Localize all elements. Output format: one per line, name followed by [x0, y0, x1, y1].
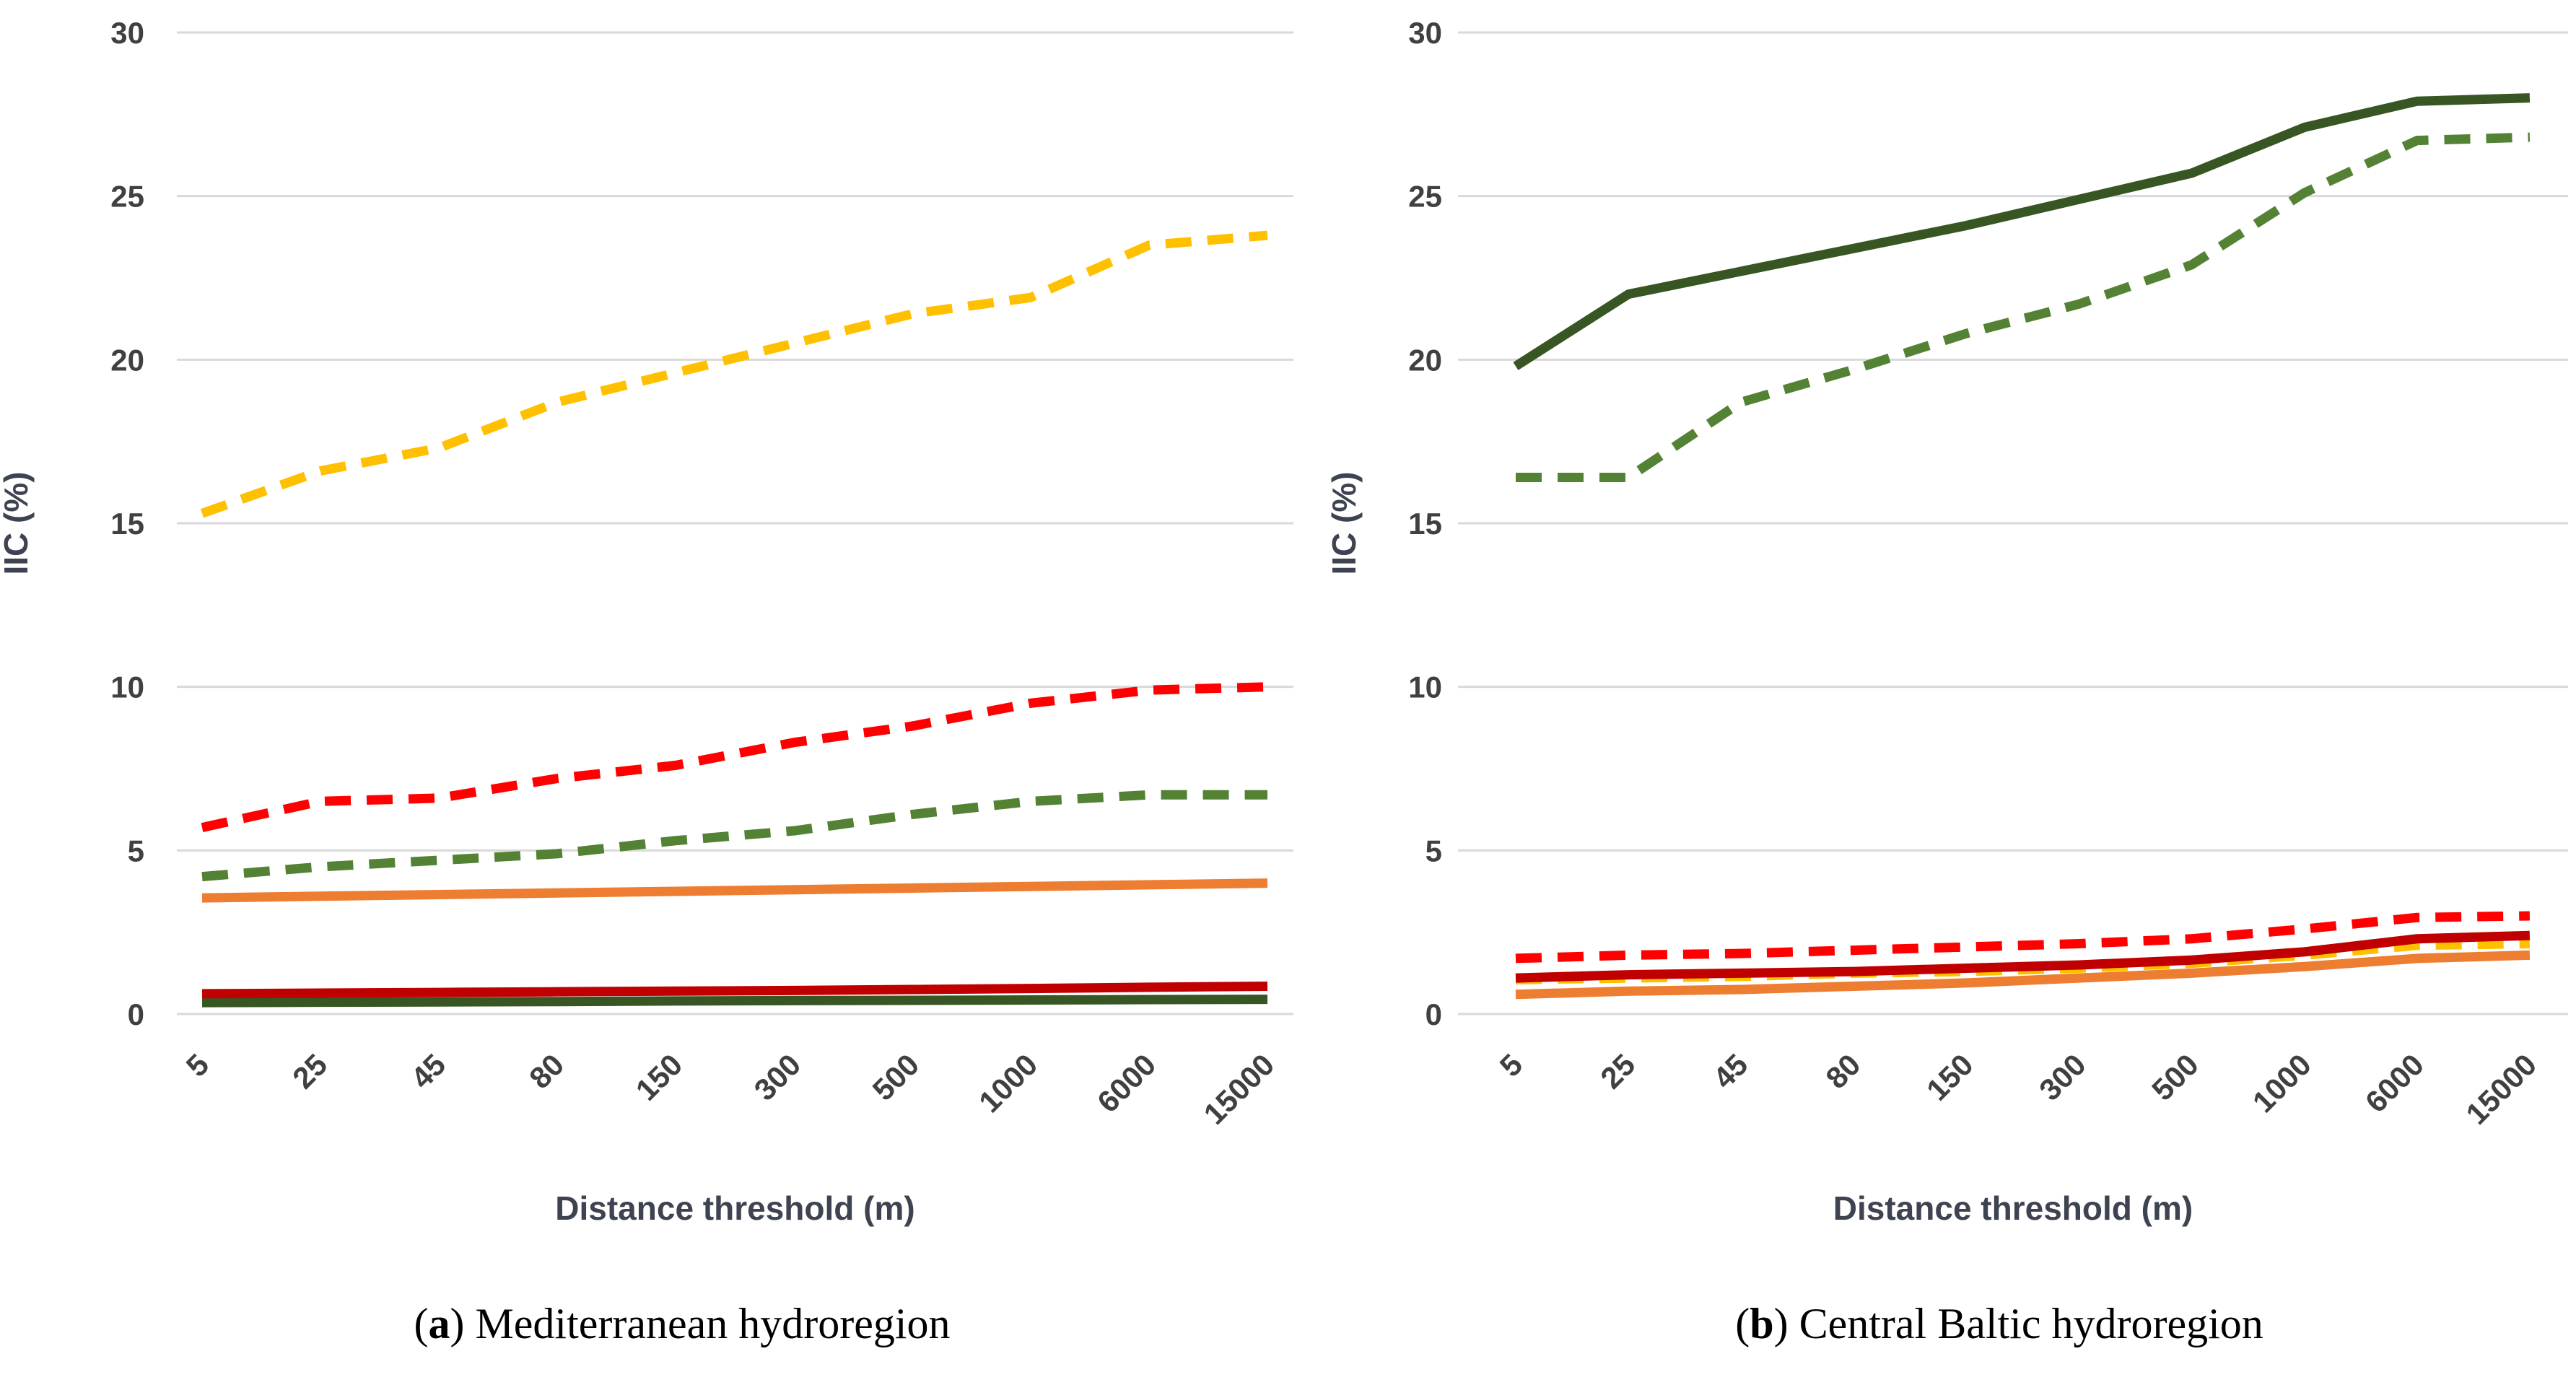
series-orange-solid [201, 878, 1268, 903]
series-green-dashed [201, 790, 1267, 882]
chart-panel-b: 0 5 10 15 20 25 30 5 25 45 80 150 300 500 1000 6000 1500… [1325, 16, 2568, 1227]
chart-panel-a: 0 5 10 15 20 25 30 5 25 45 80 150 300 500 1000 6000 1500… [0, 16, 1293, 1227]
y-tick-label: 0 [1425, 997, 1442, 1031]
x-tick-label: 500 [866, 1047, 926, 1107]
caption-a-close: ) [450, 1300, 476, 1347]
y-tick-label: 0 [128, 997, 144, 1031]
y-tick-label: 5 [1425, 834, 1442, 868]
y-tick-label: 15 [1408, 507, 1442, 541]
y-tick-label: 25 [110, 180, 144, 214]
x-tick-label: 45 [1706, 1047, 1754, 1095]
series-dark-red-solid [1515, 930, 2531, 983]
caption-a-text: Mediterranean hydroregion [475, 1300, 951, 1347]
y-axis-title: IIC (%) [0, 471, 35, 574]
caption-b-open: ( [1735, 1300, 1750, 1347]
caption-b-text: Central Baltic hydroregion [1799, 1300, 2263, 1347]
x-tick-label: 25 [286, 1047, 333, 1095]
x-tick-label: 150 [1920, 1047, 1980, 1107]
series-dark-green-solid [1513, 93, 2531, 370]
y-tick-label: 25 [1408, 180, 1442, 214]
x-tick-label: 300 [2033, 1047, 2092, 1107]
x-tick-label: 6000 [2359, 1047, 2430, 1119]
series-orange-solid [1515, 950, 2531, 1000]
caption-a-open: ( [414, 1300, 429, 1347]
y-tick-label: 5 [128, 834, 144, 868]
series-red-dashed [1515, 911, 2530, 964]
x-tick-label: 6000 [1091, 1047, 1162, 1119]
x-axis-title: Distance threshold (m) [555, 1189, 914, 1227]
series-red-dashed [201, 682, 1268, 832]
y-tick-label: 30 [110, 16, 144, 50]
x-tick-label: 80 [1819, 1047, 1866, 1095]
x-tick-label: 300 [748, 1047, 808, 1107]
x-tick-label: 500 [2145, 1047, 2205, 1107]
series-green-dashed [1516, 132, 2531, 483]
series-yellow-dashed [200, 230, 1268, 518]
x-tick-label: 1000 [972, 1047, 1044, 1119]
y-tick-label: 20 [1408, 343, 1442, 377]
caption-b-letter: b [1750, 1300, 1774, 1347]
x-tick-label: 15000 [1197, 1047, 1281, 1131]
y-tick-label: 10 [1408, 670, 1442, 704]
x-tick-label: 80 [523, 1047, 570, 1095]
y-tick-label: 10 [110, 670, 144, 704]
x-tick-label: 25 [1594, 1047, 1641, 1095]
caption-a-letter: a [428, 1300, 450, 1347]
x-axis-title: Distance threshold (m) [1833, 1189, 2193, 1227]
x-tick-label: 45 [404, 1047, 452, 1095]
y-tick-label: 30 [1408, 16, 1442, 50]
series-dark-red-solid [201, 981, 1268, 999]
caption-b-close: ) [1773, 1300, 1799, 1347]
y-tick-label: 20 [110, 343, 144, 377]
x-tick-label: 5 [180, 1047, 216, 1083]
caption-panel-b: (b) Central Baltic hydroregion [1735, 1299, 2263, 1349]
y-tick-label: 15 [110, 507, 144, 541]
series-dark-green-solid [201, 995, 1268, 1008]
x-tick-label: 1000 [2246, 1047, 2318, 1119]
y-axis-title: IIC (%) [1325, 471, 1363, 574]
x-tick-label: 15000 [2459, 1047, 2543, 1131]
x-tick-label: 5 [1493, 1047, 1529, 1083]
x-tick-label: 150 [629, 1047, 689, 1107]
caption-panel-a: (a) Mediterranean hydroregion [414, 1299, 950, 1349]
